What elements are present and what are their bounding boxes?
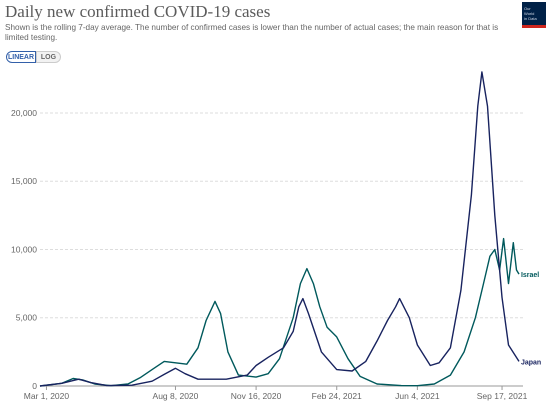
x-tick-label: Jun 4, 2021	[395, 391, 440, 401]
series-labels: Israel Japan	[521, 272, 541, 366]
x-tick-label: Sep 17, 2021	[477, 391, 528, 401]
y-tick-label: 10,000	[11, 244, 37, 254]
y-tick-label: 20,000	[11, 108, 37, 118]
y-tick-label: 0	[32, 381, 37, 391]
x-tick-label: Aug 8, 2020	[153, 391, 199, 401]
series-lines	[39, 71, 520, 387]
logo-stripe	[522, 25, 546, 28]
series-label-japan: Japan	[521, 359, 541, 366]
log-scale-button[interactable]: LOG	[36, 51, 61, 63]
y-tick-label: 15,000	[11, 176, 37, 186]
series-line-japan	[39, 71, 520, 387]
page-title: Daily new confirmed COVID-19 cases	[5, 2, 271, 21]
axes: 0 5,000 10,000 15,000 20,000 Mar 1, 2020 Aug 8…	[11, 108, 528, 401]
gridlines	[40, 112, 523, 319]
logo-text: Our World in Data	[524, 6, 537, 21]
x-tick-label: Mar 1, 2020	[24, 391, 70, 401]
y-tick-label: 5,000	[16, 313, 38, 323]
series-label-israel: Israel	[521, 272, 539, 279]
chart-subtitle: Shown is the rolling 7-day average. The …	[5, 23, 499, 42]
series-line-israel	[39, 237, 520, 387]
x-tick-label: Feb 24, 2021	[312, 391, 362, 401]
x-tick-label: Nov 16, 2020	[231, 391, 282, 401]
linear-scale-button[interactable]: LINEAR	[6, 51, 36, 63]
owid-logo[interactable]: Our World in Data	[522, 2, 546, 28]
